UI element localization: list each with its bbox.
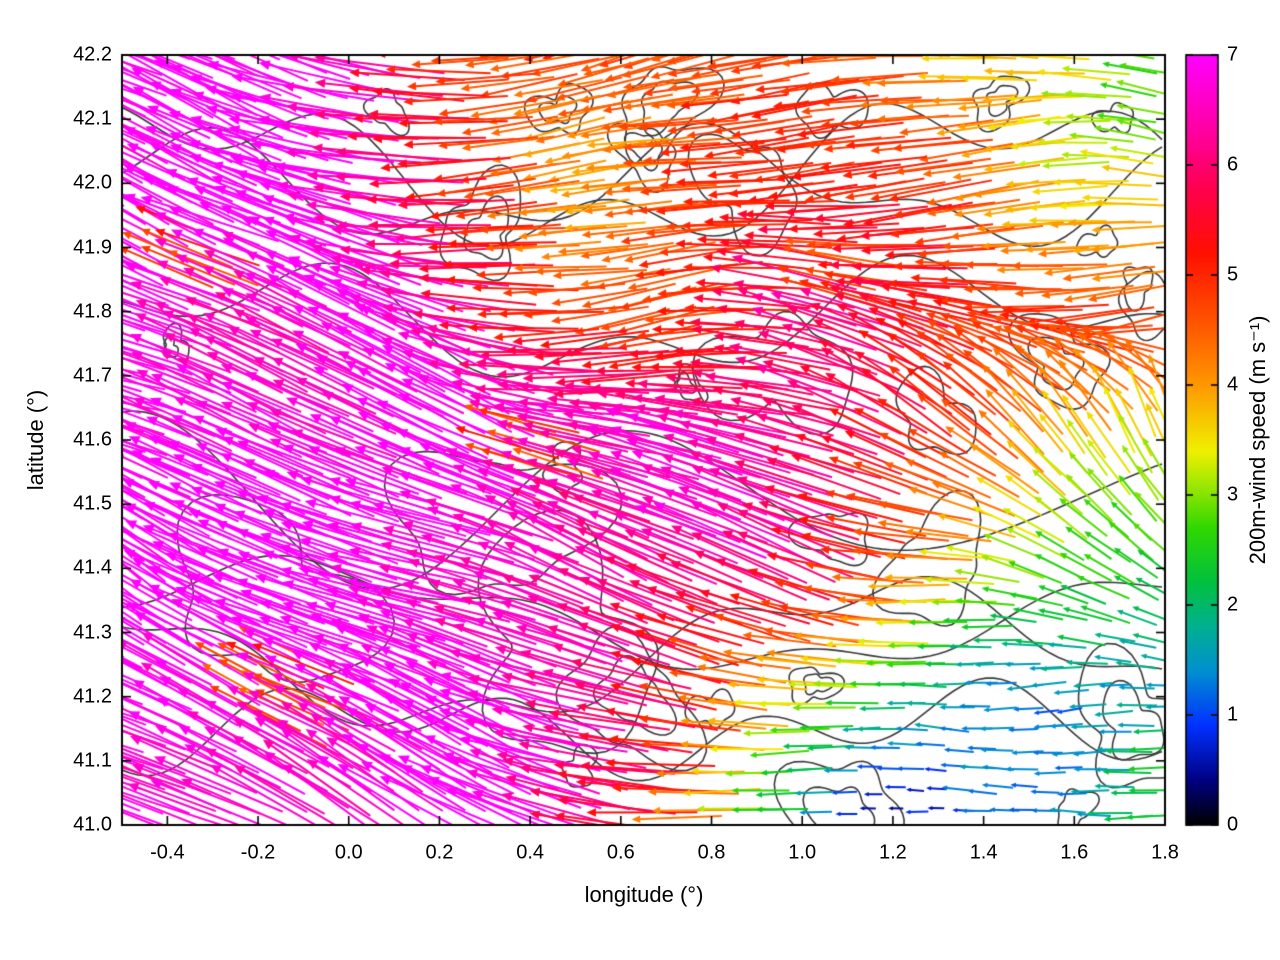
x-tick-label: 1.0: [788, 841, 817, 864]
y-tick-label: 41.2: [73, 685, 112, 708]
y-tick-label: 41.7: [73, 364, 112, 387]
x-axis-label: longitude (°): [584, 882, 704, 907]
colorbar-label: 200m-wind speed (m s⁻¹): [1245, 315, 1270, 565]
y-tick-label: 41.6: [73, 428, 112, 451]
colorbar-tick-label: 3: [1227, 483, 1239, 506]
colorbar-tick-label: 6: [1227, 153, 1239, 176]
x-tick-label: 1.4: [969, 841, 998, 864]
y-tick-label: 41.8: [73, 300, 112, 323]
y-tick-label: 41.1: [73, 749, 112, 772]
y-tick-label: 41.3: [73, 621, 112, 643]
x-tick-label: 1.6: [1060, 841, 1089, 864]
x-tick-label: 0.8: [697, 841, 726, 864]
x-tick-label: 1.2: [879, 841, 907, 864]
x-tick-label: 0.6: [606, 841, 635, 864]
y-tick-label: 42.0: [73, 171, 112, 194]
y-tick-label: 41.9: [73, 236, 112, 258]
x-tick-label: 0.2: [425, 841, 454, 864]
colorbar-tick-label: 4: [1227, 373, 1239, 396]
y-tick-label: 41.4: [73, 556, 112, 579]
x-tick-label: 1.8: [1151, 841, 1179, 864]
colorbar-tick-label: 1: [1227, 703, 1239, 726]
x-tick-label: 0.0: [334, 841, 363, 864]
colorbar-tick-label: 2: [1227, 593, 1239, 616]
y-tick-label: 42.1: [73, 107, 112, 130]
y-axis-label: latitude (°): [23, 389, 48, 491]
colorbar-tick-label: 7: [1227, 43, 1239, 66]
x-tick-label: -0.4: [150, 841, 185, 864]
y-tick-label: 41.0: [73, 813, 112, 836]
colorbar-tick-label: 0: [1227, 813, 1239, 836]
x-tick-label: -0.2: [240, 841, 276, 864]
y-tick-label: 42.2: [73, 43, 112, 66]
y-tick-label: 41.5: [73, 492, 112, 515]
x-tick-label: 0.4: [516, 841, 545, 864]
colorbar-tick-label: 5: [1227, 263, 1239, 286]
